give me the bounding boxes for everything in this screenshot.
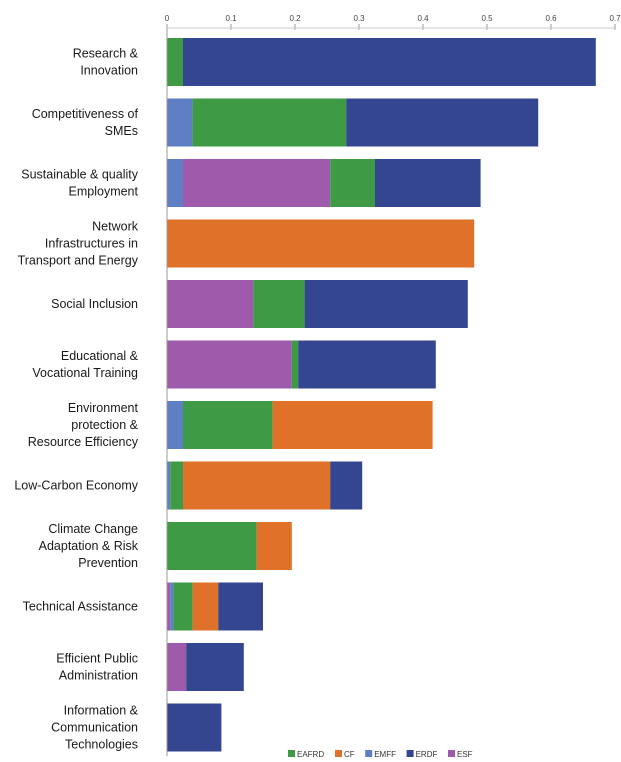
category-label: Low-Carbon Economy bbox=[14, 479, 138, 493]
bar-segment-cf bbox=[256, 522, 292, 570]
bars bbox=[167, 38, 596, 752]
legend-swatch bbox=[335, 750, 342, 757]
bar-segment-cf bbox=[167, 219, 475, 268]
bar-segment-erdf bbox=[304, 280, 468, 328]
category-label: Research & Innovation bbox=[73, 47, 139, 78]
x-tick-label: 0.2 bbox=[289, 14, 301, 23]
legend-swatch bbox=[365, 750, 373, 757]
x-tick-label: 0.3 bbox=[353, 14, 365, 23]
bar-segment-eafrd bbox=[170, 461, 183, 510]
category-label: Efficient Public Administration bbox=[56, 652, 138, 683]
bar-segment-eafrd bbox=[330, 159, 375, 207]
bar-segment-erdf bbox=[330, 461, 363, 510]
x-tick-label: 0.4 bbox=[417, 14, 429, 23]
category-label: Environment protection & Resource Efficien… bbox=[28, 401, 139, 449]
bar-segment-esf bbox=[167, 643, 187, 691]
legend-swatch bbox=[288, 750, 295, 757]
category-labels: Research & Innovation Competitiveness of SM… bbox=[14, 47, 138, 752]
legend-label: EAFRD bbox=[297, 750, 324, 759]
category-label: Technical Assistance bbox=[23, 600, 138, 614]
x-tick-label: 0 bbox=[165, 14, 170, 23]
legend-label: EMFF bbox=[374, 750, 396, 759]
bar-segment-cf bbox=[272, 401, 433, 449]
bar-segment-erdf bbox=[298, 340, 436, 389]
bar-segment-eafrd bbox=[173, 582, 193, 631]
bar-segment-cf bbox=[192, 582, 219, 631]
bar-segment-emff bbox=[170, 582, 174, 631]
bar-segment-esf bbox=[167, 582, 171, 631]
bar-segment-emff bbox=[167, 98, 193, 147]
legend: EAFRD CF EMFF ERDF ESF bbox=[288, 750, 473, 759]
category-label: Information & Communication Technologies bbox=[51, 704, 139, 752]
legend-swatch bbox=[406, 750, 414, 757]
category-label: Educational & Vocational Training bbox=[32, 349, 138, 380]
bar-segment-erdf bbox=[167, 703, 222, 752]
category-label: Social Inclusion bbox=[51, 297, 138, 311]
x-tick-label: 0.1 bbox=[225, 14, 237, 23]
bar-segment-erdf bbox=[186, 643, 244, 691]
bar-segment-eafrd bbox=[192, 98, 347, 147]
bar-segment-emff bbox=[167, 159, 183, 207]
category-label: Competitiveness of SMEs bbox=[32, 107, 139, 138]
legend-swatch bbox=[448, 750, 455, 757]
bar-segment-eafrd bbox=[167, 38, 183, 86]
bar-segment-erdf bbox=[183, 38, 596, 86]
legend-label: ERDF bbox=[416, 750, 438, 759]
x-tick-label: 0.5 bbox=[481, 14, 493, 23]
category-label: Network Infrastructures in Transport and E… bbox=[18, 220, 139, 268]
category-label: Sustainable & quality Employment bbox=[21, 168, 138, 199]
bar-segment-emff bbox=[167, 461, 171, 510]
x-tick-label: 0.7 bbox=[609, 14, 621, 23]
x-tick-label: 0.6 bbox=[545, 14, 557, 23]
bar-segment-eafrd bbox=[291, 340, 299, 389]
x-axis: 0 0.1 0.2 0.3 0.4 0.5 0.6 0.7 bbox=[165, 14, 621, 30]
bar-segment-esf bbox=[167, 280, 254, 328]
bar-segment-cf bbox=[183, 461, 331, 510]
bar-segment-esf bbox=[167, 340, 292, 389]
bar-segment-eafrd bbox=[253, 280, 305, 328]
bar-segment-erdf bbox=[218, 582, 263, 631]
bar-segment-eafrd bbox=[167, 522, 257, 570]
bar-segment-erdf bbox=[375, 159, 481, 207]
bar-segment-erdf bbox=[346, 98, 539, 147]
legend-label: ESF bbox=[457, 750, 473, 759]
bar-segment-esf bbox=[183, 159, 331, 207]
bar-segment-eafrd bbox=[183, 401, 273, 449]
bar-segment-emff bbox=[167, 401, 183, 449]
legend-label: CF bbox=[344, 750, 355, 759]
category-label: Climate Change Adaptation & Risk Preventio… bbox=[39, 522, 139, 570]
